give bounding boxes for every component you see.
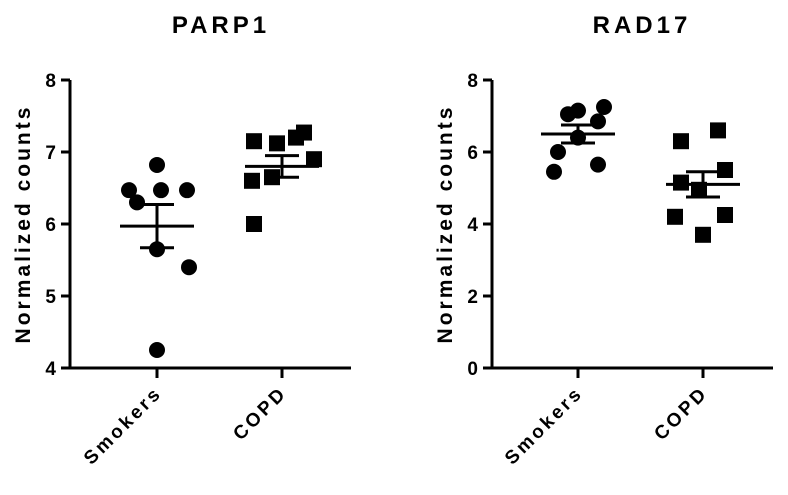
- axes: 0 2 4 6 8 Smokers COPD: [467, 71, 773, 469]
- data-point-square: [246, 216, 262, 232]
- data-point-circle: [149, 156, 165, 173]
- y-tick-label: 6: [467, 143, 478, 164]
- data-point-circle: [550, 144, 566, 160]
- data-point-square: [673, 174, 689, 191]
- data-point-square: [695, 226, 711, 243]
- y-tick-label: 0: [467, 359, 478, 380]
- data-point-square: [673, 133, 689, 150]
- data-point-circle: [546, 163, 562, 180]
- chart-title: RAD17: [593, 12, 692, 39]
- y-axis-label: Normalized counts: [12, 105, 35, 344]
- data-point-square: [717, 207, 733, 223]
- y-tick-label: 6: [45, 215, 56, 236]
- y-tick-label: 4: [45, 359, 56, 380]
- data-point-circle: [570, 102, 586, 119]
- data-point-circle: [129, 194, 145, 211]
- x-tick-label: Smokers: [80, 383, 166, 469]
- data-point-circle: [149, 342, 165, 358]
- data-point-square: [244, 172, 260, 189]
- data-point-square: [717, 162, 733, 178]
- data-point-circle: [179, 182, 195, 199]
- y-tick-label: 7: [45, 143, 56, 164]
- chart-panel-parp1: PARP1 Normalized counts 4 5 6 7 8 Smokers COPD: [12, 12, 351, 469]
- data-point-square: [667, 208, 683, 225]
- y-tick-label: 8: [45, 71, 56, 92]
- chart-panel-rad17: RAD17 Normalized counts 0 2 4 6 8 Smokers COPD: [434, 12, 773, 469]
- data-point-circle: [153, 182, 169, 199]
- data-point-square: [246, 133, 262, 150]
- data-point-square: [296, 124, 312, 141]
- data-point-circle: [590, 113, 606, 130]
- x-tick-label: Smokers: [501, 383, 587, 469]
- data-point-circle: [121, 182, 137, 199]
- y-tick-label: 8: [467, 71, 478, 92]
- data-point-circle: [590, 156, 606, 173]
- data-marks: [120, 124, 322, 358]
- data-point-square: [710, 122, 726, 139]
- y-tick-label: 2: [467, 287, 478, 308]
- x-tick-label: COPD: [229, 383, 291, 445]
- data-point-circle: [596, 99, 612, 115]
- data-marks: [541, 99, 740, 243]
- data-point-square: [269, 135, 285, 152]
- y-axis-label: Normalized counts: [434, 105, 457, 344]
- y-tick-label: 4: [467, 215, 478, 236]
- data-point-square: [306, 151, 322, 168]
- y-tick-label: 5: [45, 287, 56, 308]
- data-point-circle: [181, 259, 197, 276]
- chart-title: PARP1: [172, 12, 270, 39]
- x-tick-label: COPD: [650, 383, 712, 445]
